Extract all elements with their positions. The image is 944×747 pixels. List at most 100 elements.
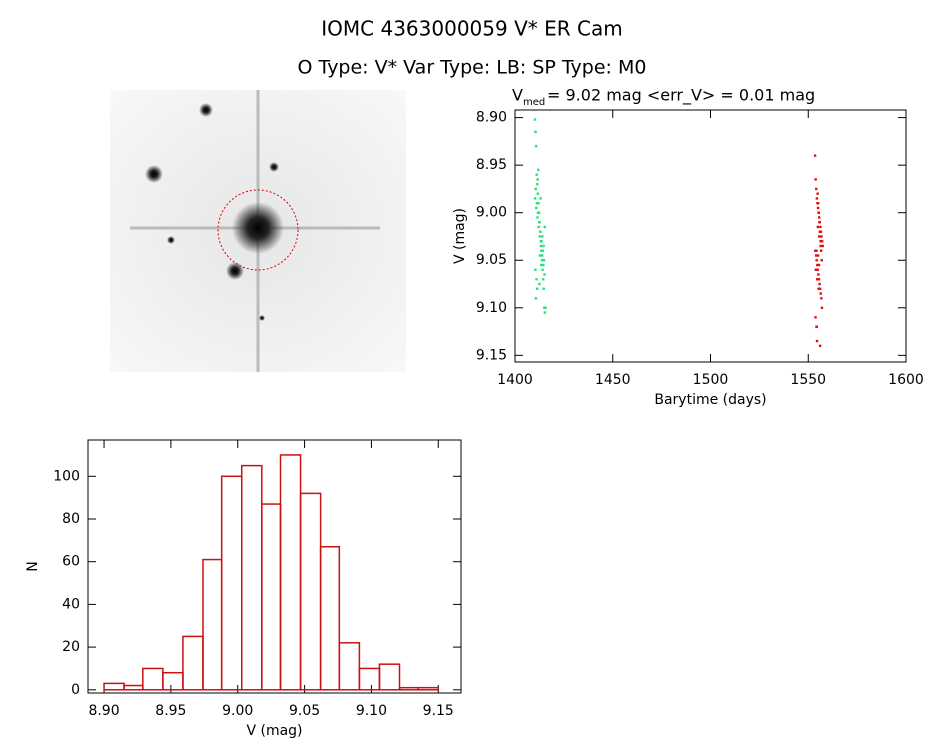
y-tick-label: 9.00 bbox=[476, 205, 507, 221]
point bbox=[536, 192, 540, 195]
y-axis-label: V (mag) bbox=[452, 208, 468, 264]
bar bbox=[123, 684, 144, 691]
point bbox=[537, 211, 541, 214]
x-axis-label: Barytime (days) bbox=[654, 392, 766, 408]
point bbox=[535, 278, 538, 281]
bar bbox=[319, 546, 341, 691]
bar bbox=[103, 682, 125, 691]
plot-frame bbox=[514, 109, 907, 363]
page-subtitle: O Type: V* Var Type: LB: SP Type: M0 bbox=[298, 57, 647, 79]
point bbox=[816, 268, 820, 271]
y-tick-label: 8.95 bbox=[476, 157, 507, 173]
point bbox=[816, 206, 820, 210]
point bbox=[540, 259, 544, 262]
y-tick-label: 60 bbox=[62, 554, 80, 570]
point bbox=[541, 278, 545, 281]
point bbox=[820, 259, 823, 262]
chart-title: = 9.02 mag <err_V> = 0.01 mag bbox=[547, 86, 815, 106]
point bbox=[820, 235, 823, 238]
point bbox=[535, 206, 538, 210]
point bbox=[815, 325, 819, 329]
x-tick-label: 9.15 bbox=[423, 703, 454, 719]
x-tick-label: 9.00 bbox=[222, 703, 253, 719]
y-tick-label: 20 bbox=[62, 639, 80, 655]
point bbox=[817, 278, 821, 281]
y-tick-label: 9.05 bbox=[476, 252, 507, 268]
point bbox=[817, 216, 821, 219]
point bbox=[817, 211, 821, 214]
point bbox=[820, 297, 823, 300]
point bbox=[540, 240, 543, 243]
point bbox=[542, 244, 545, 248]
point bbox=[816, 192, 819, 195]
point bbox=[538, 221, 541, 224]
bar bbox=[182, 635, 204, 691]
chart-title-prefix: V bbox=[512, 86, 523, 105]
point bbox=[536, 216, 539, 219]
point bbox=[536, 178, 539, 181]
point bbox=[817, 235, 821, 238]
page-title: IOMC 4363000059 V* ER Cam bbox=[321, 17, 622, 41]
bar bbox=[202, 558, 223, 691]
point bbox=[537, 168, 540, 172]
point bbox=[816, 254, 820, 257]
point bbox=[814, 178, 817, 181]
point bbox=[533, 118, 537, 121]
bar bbox=[162, 671, 184, 691]
point bbox=[534, 187, 537, 191]
point bbox=[818, 282, 821, 286]
point bbox=[814, 254, 818, 257]
point bbox=[817, 273, 820, 276]
point bbox=[540, 254, 544, 257]
x-tick-label: 9.05 bbox=[289, 703, 320, 719]
x-tick-label: 8.95 bbox=[155, 703, 186, 719]
point bbox=[813, 154, 817, 157]
point bbox=[543, 273, 546, 276]
point bbox=[815, 187, 818, 191]
point bbox=[819, 249, 823, 252]
point bbox=[534, 144, 538, 148]
point bbox=[538, 282, 541, 286]
point bbox=[534, 130, 537, 134]
chart-title-subscript: med bbox=[523, 97, 545, 108]
point bbox=[820, 306, 824, 309]
point bbox=[543, 225, 546, 229]
point bbox=[814, 268, 818, 271]
x-tick-label: 1450 bbox=[595, 372, 631, 388]
y-tick-label: 40 bbox=[62, 596, 80, 612]
bar bbox=[358, 667, 381, 691]
point bbox=[537, 225, 540, 229]
point bbox=[541, 249, 544, 252]
y-axis-label: N bbox=[25, 561, 41, 571]
point bbox=[542, 259, 546, 262]
point bbox=[818, 230, 822, 233]
point bbox=[815, 339, 819, 343]
point bbox=[818, 344, 822, 348]
point bbox=[818, 287, 822, 290]
point bbox=[814, 316, 817, 319]
point bbox=[815, 197, 819, 200]
y-tick-label: 9.10 bbox=[476, 300, 507, 316]
x-tick-label: 1600 bbox=[888, 372, 924, 388]
bar bbox=[338, 642, 361, 691]
point bbox=[815, 259, 818, 262]
point bbox=[541, 268, 544, 271]
bar bbox=[220, 475, 243, 691]
bar bbox=[417, 686, 440, 691]
x-tick-label: 1500 bbox=[693, 372, 729, 388]
point bbox=[817, 263, 821, 267]
point bbox=[539, 244, 543, 248]
point bbox=[537, 201, 540, 205]
point bbox=[542, 263, 545, 267]
bar bbox=[299, 492, 322, 691]
y-tick-label: 100 bbox=[53, 468, 80, 484]
point bbox=[819, 225, 822, 229]
point bbox=[816, 263, 819, 267]
x-tick-label: 8.90 bbox=[88, 703, 119, 719]
bar bbox=[279, 454, 302, 691]
point bbox=[818, 221, 821, 224]
point bbox=[542, 287, 545, 290]
point bbox=[819, 292, 822, 295]
